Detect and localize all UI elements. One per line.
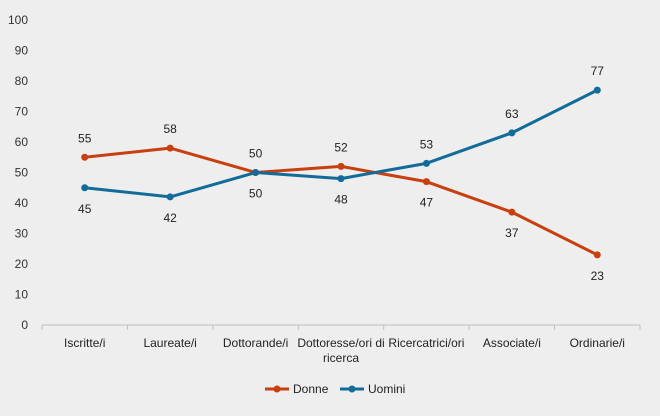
y-tick-label: 50 <box>15 166 29 180</box>
x-tick-label: Associate/i <box>483 336 541 350</box>
x-tick-label: Ricercatrici/ori <box>388 336 464 350</box>
data-label-donne: 58 <box>163 122 177 136</box>
data-point-uomini <box>337 175 345 183</box>
legend-label-uomini: Uomini <box>368 382 405 396</box>
series-points <box>81 86 601 259</box>
data-label-donne: 50 <box>249 147 263 161</box>
data-point-donne <box>422 178 430 186</box>
y-tick-label: 20 <box>15 257 29 271</box>
data-point-uomini <box>593 86 601 94</box>
data-label-uomini: 48 <box>334 193 348 207</box>
y-tick-label: 70 <box>15 105 29 119</box>
legend-marker-uomini <box>348 385 356 393</box>
y-tick-label: 90 <box>15 44 29 58</box>
data-point-uomini <box>166 193 174 201</box>
y-tick-label: 40 <box>15 196 29 210</box>
data-point-donne <box>166 144 174 152</box>
x-tick-label: Dottoresse/ori di <box>297 336 384 350</box>
y-tick-label: 30 <box>15 227 29 241</box>
data-point-donne <box>593 251 601 259</box>
data-label-uomini: 50 <box>249 187 263 201</box>
data-point-uomini <box>422 159 430 167</box>
y-tick-label: 0 <box>21 318 28 332</box>
data-point-uomini <box>81 184 89 192</box>
x-tick-label: Iscritte/i <box>64 336 105 350</box>
data-point-uomini <box>252 169 260 176</box>
x-tick-label: Laureate/i <box>143 336 196 350</box>
data-label-uomini: 63 <box>505 107 519 121</box>
data-labels: 55 45 58 42 50 50 52 48 47 53 37 63 23 77 <box>78 64 604 283</box>
x-axis: Iscritte/i Laureate/i Dottorande/i Dottores… <box>41 324 641 365</box>
data-label-uomini: 45 <box>78 202 92 216</box>
legend-marker-donne <box>273 385 281 393</box>
data-label-donne: 55 <box>78 131 92 145</box>
legend-label-donne: Donne <box>293 382 329 396</box>
data-label-donne: 52 <box>334 140 348 154</box>
y-axis: 0 10 20 30 40 50 60 70 80 90 100 <box>8 13 28 332</box>
data-label-donne: 37 <box>505 226 519 240</box>
data-label-uomini: 77 <box>591 64 605 78</box>
data-label-uomini: 42 <box>163 211 177 225</box>
data-label-donne: 47 <box>420 196 434 210</box>
data-label-donne: 23 <box>591 269 605 283</box>
legend: Donne Uomini <box>265 382 405 396</box>
series-lines <box>83 88 599 257</box>
data-point-donne <box>508 208 516 216</box>
y-tick-label: 60 <box>15 135 29 149</box>
data-point-donne <box>337 162 345 170</box>
x-tick-label: Dottorande/i <box>223 336 288 350</box>
y-tick-label: 100 <box>8 13 28 27</box>
x-tick-label: Ordinarie/i <box>570 336 625 350</box>
y-tick-label: 10 <box>15 288 29 302</box>
data-point-uomini <box>508 129 516 137</box>
data-label-uomini: 53 <box>420 137 434 151</box>
data-point-donne <box>81 153 89 161</box>
x-tick-label: ricerca <box>323 351 359 365</box>
y-tick-label: 80 <box>15 74 29 88</box>
